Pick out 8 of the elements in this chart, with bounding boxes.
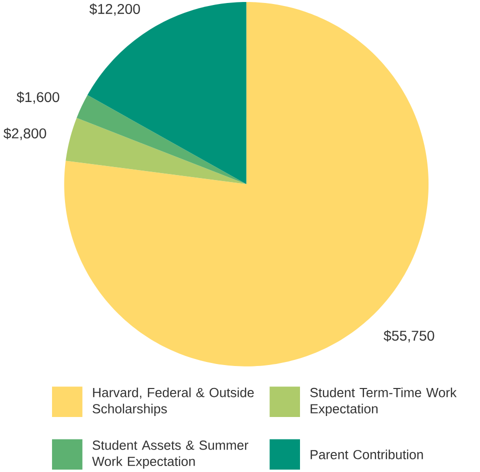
legend-label: Harvard, Federal & Outside Scholarships <box>92 388 254 416</box>
legend-label: Parent Contribution <box>310 450 423 460</box>
legend-label: Student Term-Time Work Expectation <box>310 388 457 416</box>
data-label: $1,600 <box>16 91 60 104</box>
legend-label: Student Assets & Summer Work Expectation <box>92 440 248 469</box>
data-label: $55,750 <box>384 330 434 342</box>
data-label: $12,200 <box>89 3 140 16</box>
data-label: $2,800 <box>4 128 46 140</box>
